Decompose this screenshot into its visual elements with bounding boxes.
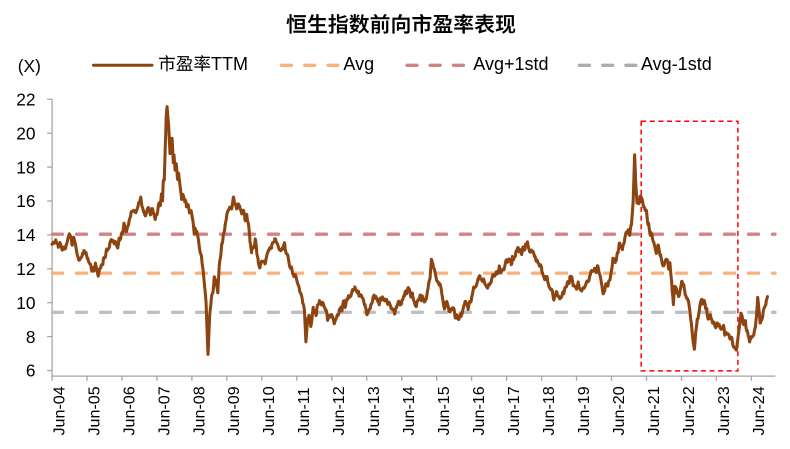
svg-text:16: 16: [16, 191, 35, 211]
svg-text:20: 20: [16, 123, 35, 143]
svg-text:Jun-09: Jun-09: [225, 386, 243, 435]
svg-text:Jun-11: Jun-11: [295, 387, 313, 435]
svg-text:6: 6: [26, 361, 36, 381]
svg-text:Jun-22: Jun-22: [680, 386, 698, 435]
svg-text:Jun-15: Jun-15: [435, 386, 453, 435]
svg-text:Jun-18: Jun-18: [540, 386, 558, 435]
svg-text:TTM: TTM: [211, 54, 248, 74]
svg-text:Jun-17: Jun-17: [505, 386, 523, 435]
svg-text:Jun-20: Jun-20: [610, 386, 628, 435]
svg-text:22: 22: [16, 90, 35, 110]
svg-text:Jun-07: Jun-07: [155, 386, 173, 435]
svg-text:14: 14: [16, 225, 36, 245]
svg-text:Jun-13: Jun-13: [365, 386, 383, 435]
svg-text:Jun-05: Jun-05: [85, 386, 103, 435]
svg-text:Jun-08: Jun-08: [190, 386, 208, 435]
svg-text:(X): (X): [18, 56, 41, 76]
svg-text:8: 8: [26, 327, 36, 347]
svg-text:Jun-19: Jun-19: [575, 386, 593, 435]
svg-text:Jun-14: Jun-14: [400, 386, 418, 435]
svg-text:Avg: Avg: [343, 54, 374, 74]
svg-text:Avg+1std: Avg+1std: [473, 54, 548, 74]
svg-text:Jun-06: Jun-06: [120, 386, 138, 435]
svg-text:Avg-1std: Avg-1std: [641, 54, 712, 74]
svg-text:Jun-16: Jun-16: [470, 386, 488, 435]
svg-text:Jun-24: Jun-24: [750, 386, 768, 435]
svg-text:Jun-23: Jun-23: [715, 386, 733, 435]
svg-text:12: 12: [16, 259, 35, 279]
svg-text:18: 18: [16, 157, 35, 177]
svg-text:Jun-21: Jun-21: [645, 386, 663, 435]
svg-text:Jun-12: Jun-12: [330, 386, 348, 435]
svg-text:Jun-04: Jun-04: [50, 386, 68, 435]
svg-text:10: 10: [16, 293, 35, 313]
svg-text:Jun-10: Jun-10: [260, 386, 278, 435]
